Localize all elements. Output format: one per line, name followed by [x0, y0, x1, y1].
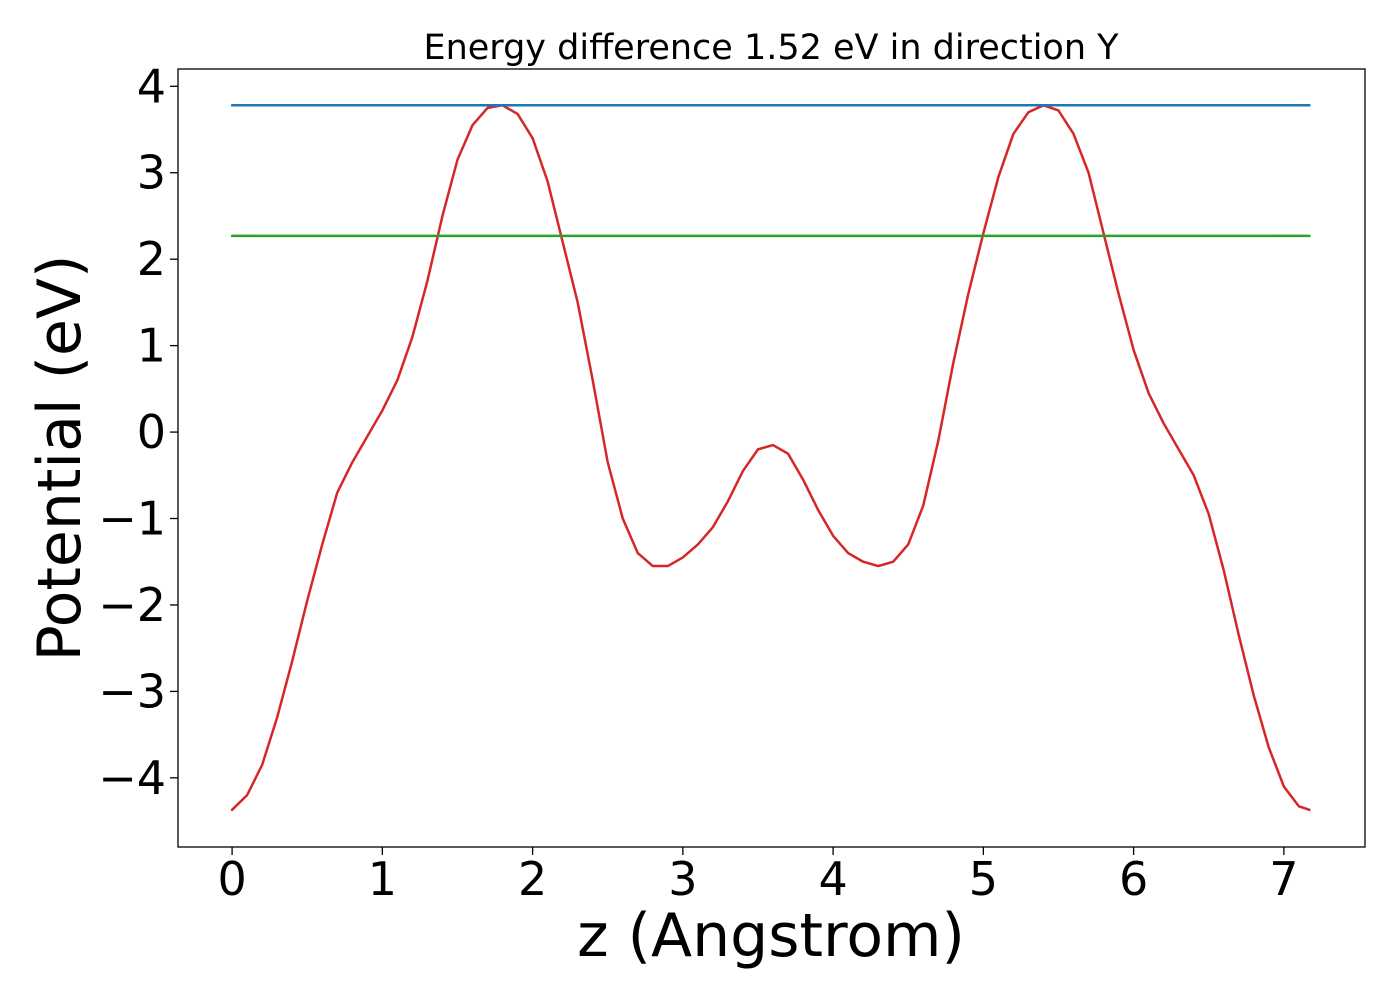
x-tick-label: 4: [818, 852, 847, 906]
x-tick-label: 2: [518, 852, 547, 906]
x-axis-label: z (Angstrom): [577, 901, 965, 971]
x-tick-label: 7: [1269, 852, 1298, 906]
x-tick-label: 5: [969, 852, 998, 906]
x-axis-ticks: 0 1 2 3 4 5 6 7: [217, 847, 1299, 906]
x-tick-label: 1: [368, 852, 397, 906]
y-tick-label: 2: [137, 232, 166, 286]
x-tick-label: 3: [668, 852, 697, 906]
x-tick-label: 6: [1119, 852, 1148, 906]
series-line-1: [230, 104, 1311, 812]
y-tick-label: 0: [137, 405, 166, 459]
y-axis-ticks: −4 −3 −2 −1 0 1 2 3 4: [98, 59, 178, 805]
y-tick-label: −2: [98, 578, 166, 632]
x-tick-label: 0: [217, 852, 246, 906]
plot-area: 0 1 2 3 4 5 6 7 −4 −3 −2 −1 0 1 2 3 4: [98, 59, 1366, 906]
y-tick-label: 1: [137, 319, 166, 373]
y-tick-label: −1: [98, 492, 166, 546]
y-tick-label: −4: [98, 751, 166, 805]
chart-title: Energy difference 1.52 eV in direction Y: [423, 28, 1119, 68]
series-layer: [230, 104, 1311, 812]
y-tick-label: 4: [137, 59, 166, 113]
y-tick-label: −3: [98, 664, 166, 718]
y-tick-label: 3: [137, 146, 166, 200]
plot-frame: [177, 68, 1366, 848]
y-axis-label: Potential (eV): [25, 255, 95, 662]
